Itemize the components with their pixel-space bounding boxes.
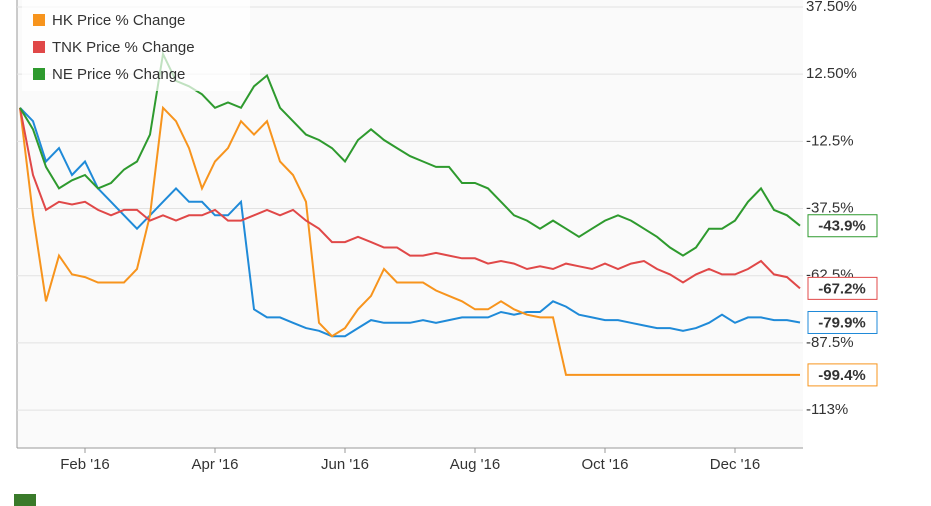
x-tick-label: Aug '16 (450, 456, 500, 473)
y-tick-label: -12.5% (806, 132, 854, 149)
x-tick-label: Jun '16 (321, 456, 369, 473)
y-tick-label: -37.5% (806, 200, 854, 217)
end-label-box (807, 214, 878, 238)
y-tick-label: 37.50% (806, 0, 857, 15)
legend-swatch (33, 41, 45, 53)
end-label-box (807, 276, 878, 300)
legend-label: NE Price % Change (52, 66, 185, 83)
legend-swatch (33, 68, 45, 80)
series-line (19, 105, 800, 376)
legend-box (22, 0, 250, 91)
end-label: -99.4% (818, 367, 866, 384)
legend-label: HK Price % Change (52, 12, 185, 29)
series-line (19, 50, 801, 257)
legend-swatch (33, 14, 45, 26)
end-label-box (807, 310, 878, 334)
end-label: -67.2% (818, 280, 866, 297)
series-line (19, 107, 801, 290)
logo (14, 494, 36, 506)
end-label-box (807, 363, 878, 387)
y-tick-label: -87.5% (806, 334, 854, 351)
end-label: -43.9% (818, 218, 866, 235)
legend-label: TNK Price % Change (52, 39, 195, 56)
y-tick-label: 12.50% (806, 65, 857, 82)
x-tick-label: Oct '16 (581, 456, 628, 473)
end-label: -79.9% (818, 314, 866, 331)
x-tick-label: Dec '16 (710, 456, 760, 473)
x-tick-label: Feb '16 (60, 456, 110, 473)
x-tick-label: Apr '16 (191, 456, 238, 473)
y-tick-label: -113% (806, 401, 848, 418)
